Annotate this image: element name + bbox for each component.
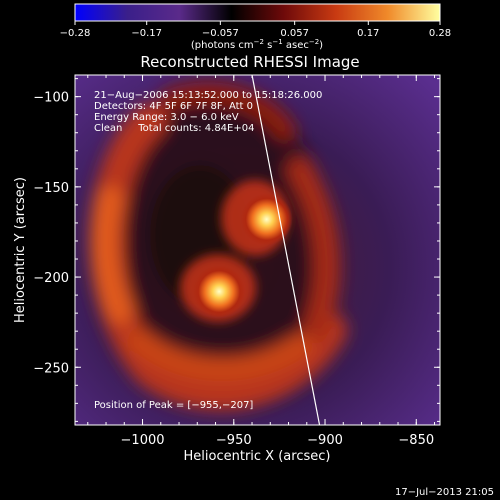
- colorbar-tick-label: 0.057: [280, 28, 309, 39]
- x-tick-label: −900: [307, 433, 343, 448]
- colorbar-scale: [74, 3, 441, 22]
- info-energy-range: Energy Range: 3.0 − 6.0 keV: [94, 112, 239, 123]
- peak-position-label: Position of Peak = [−955,−207]: [94, 400, 253, 411]
- info-time-range: 21−Aug−2006 15:13:52.000 to 15:18:26.000: [94, 90, 322, 101]
- hxr-sources: [193, 193, 293, 318]
- hxr-source: [193, 265, 246, 318]
- y-tick-label: −150: [33, 181, 69, 196]
- colorbar-tick-label: 0.17: [357, 28, 379, 39]
- y-axis-label: Heliocentric Y (arcsec): [13, 177, 28, 323]
- y-tick-label: −200: [33, 271, 69, 286]
- colorbar-unit-label: (photons cm−2 s−1 asec−2): [191, 38, 323, 51]
- x-tick-label: −1000: [121, 433, 165, 448]
- observation-info: 21−Aug−2006 15:13:52.000 to 15:18:26.000…: [94, 90, 322, 134]
- colorbar: −0.28 −0.17 −0.057 0.057 0.17 0.28 (photons c…: [60, 3, 451, 51]
- plot-frame: [74, 74, 441, 426]
- info-counts: Clean Total counts: 4.84E+04: [94, 123, 254, 134]
- heatmap-image: [75, 75, 440, 425]
- colorbar-tick-label: −0.057: [202, 28, 239, 39]
- y-tick-label: −100: [33, 91, 69, 106]
- solar-limb-line: [251, 75, 321, 425]
- colorbar-tick-label: 0.28: [429, 28, 451, 39]
- x-tick-label: −850: [398, 433, 434, 448]
- x-tick-label: −950: [216, 433, 252, 448]
- colorbar-tick-label: −0.17: [131, 28, 162, 39]
- chart-title: Reconstructed RHESSI Image: [140, 53, 359, 71]
- info-detectors: Detectors: 4F 5F 6F 7F 8F, Att 0: [94, 101, 253, 112]
- timestamp: 17−Jul−2013 21:05: [395, 487, 494, 498]
- hxr-source: [240, 193, 293, 246]
- y-tick-label: −250: [33, 361, 69, 376]
- axis-ticks: −1000 −950 −900 −850 −100 −150 −200 −250: [33, 75, 440, 448]
- colorbar-ticks: −0.28 −0.17 −0.057 0.057 0.17 0.28: [60, 21, 451, 39]
- colorbar-tick-label: −0.28: [60, 28, 91, 39]
- x-axis-label: Heliocentric X (arcsec): [184, 449, 331, 464]
